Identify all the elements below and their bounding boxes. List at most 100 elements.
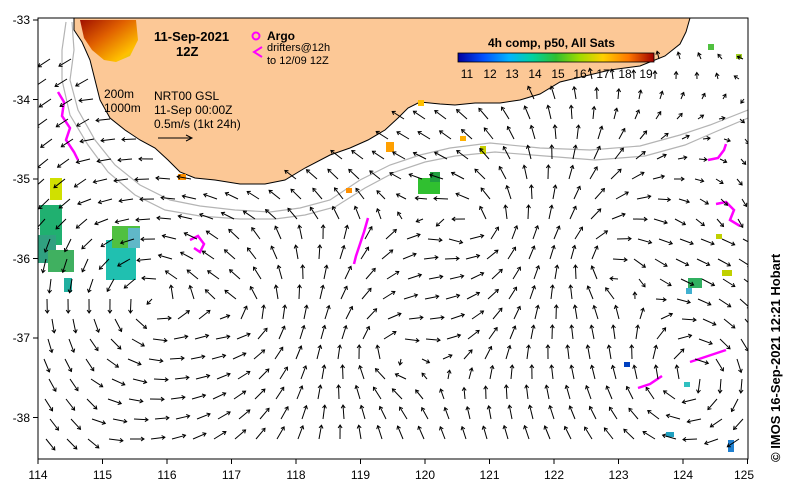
current-arrow xyxy=(214,432,226,439)
lat-label: -33 xyxy=(13,13,31,27)
current-arrow xyxy=(87,399,97,409)
current-arrow xyxy=(37,159,48,168)
current-arrow xyxy=(606,288,614,299)
current-arrow xyxy=(384,332,396,339)
current-arrow xyxy=(59,199,70,208)
current-arrow xyxy=(664,391,675,399)
current-arrow xyxy=(604,428,613,439)
current-arrow xyxy=(739,259,751,267)
current-arrow xyxy=(34,79,46,87)
current-arrow xyxy=(471,273,484,279)
current-arrow xyxy=(591,209,601,219)
current-arrow xyxy=(38,59,50,67)
current-arrow xyxy=(134,419,148,420)
current-arrow xyxy=(509,287,517,299)
current-arrow xyxy=(45,399,53,411)
current-arrow xyxy=(107,359,118,367)
current-arrow xyxy=(55,79,67,86)
current-arrow xyxy=(485,347,491,360)
current-arrow xyxy=(377,191,385,199)
current-arrow xyxy=(41,139,52,147)
current-arrow xyxy=(122,139,136,140)
current-arrow xyxy=(225,193,238,199)
current-arrow xyxy=(259,369,269,379)
current-arrow xyxy=(252,228,260,239)
current-arrow xyxy=(565,427,571,440)
current-arrow xyxy=(132,339,144,346)
current-arrow xyxy=(683,439,697,440)
current-arrow xyxy=(247,192,259,200)
current-arrow xyxy=(124,279,135,288)
current-arrow xyxy=(181,252,193,259)
current-arrow xyxy=(428,239,442,240)
current-arrow xyxy=(339,385,340,399)
current-arrow xyxy=(230,270,240,279)
current-arrow xyxy=(475,169,485,179)
current-arrow xyxy=(277,427,284,439)
current-arrow xyxy=(299,285,300,299)
lon-labels: 114 115 116 117 118 119 120 121 122 123 … xyxy=(28,468,754,482)
current-arrow xyxy=(720,379,721,393)
current-arrow xyxy=(218,412,230,419)
current-arrow xyxy=(710,419,722,427)
current-arrow xyxy=(199,310,210,319)
current-arrow xyxy=(624,429,634,439)
current-arrow xyxy=(202,251,214,259)
current-arrow xyxy=(674,349,684,359)
current-arrow xyxy=(596,231,607,239)
current-arrow xyxy=(46,439,55,450)
current-arrow xyxy=(88,439,99,448)
current-arrow xyxy=(281,407,288,419)
current-arrow xyxy=(585,427,592,439)
current-arrow xyxy=(435,152,447,159)
lon-label: 121 xyxy=(479,468,499,482)
current-arrow xyxy=(590,407,596,420)
current-arrow xyxy=(374,387,382,399)
current-arrow xyxy=(349,169,359,179)
current-arrow xyxy=(154,379,168,380)
current-arrow xyxy=(716,359,723,371)
current-arrow xyxy=(492,269,502,279)
drifters-label-2: to 12/09 12Z xyxy=(267,55,329,67)
current-arrow xyxy=(229,229,239,239)
current-arrow xyxy=(468,330,479,339)
lon-label: 125 xyxy=(734,468,754,482)
current-arrow xyxy=(720,339,730,349)
current-arrow xyxy=(506,385,507,399)
imos-credit: © IMOS 16-Sep-2021 12:21 Hobart xyxy=(768,254,783,462)
current-arrow xyxy=(392,389,402,399)
current-arrow xyxy=(487,250,498,259)
current-arrowhead xyxy=(34,185,38,189)
current-arrow xyxy=(49,379,56,391)
current-arrow xyxy=(380,407,386,420)
current-arrow xyxy=(280,367,287,379)
current-arrow xyxy=(157,218,171,219)
lon-label: 124 xyxy=(673,468,693,482)
current-arrow xyxy=(170,358,184,359)
lat-label: -35 xyxy=(13,172,31,186)
current-arrow xyxy=(479,108,488,119)
current-arrow xyxy=(75,179,87,187)
current-arrow xyxy=(445,258,459,259)
current-arrow xyxy=(238,372,250,380)
current-arrow xyxy=(67,439,77,449)
current-arrow xyxy=(488,290,498,300)
current-arrow xyxy=(708,399,717,410)
current-arrow xyxy=(115,319,122,331)
current-arrow xyxy=(58,159,69,167)
current-arrow xyxy=(472,311,484,319)
current-arrow xyxy=(418,132,430,139)
current-arrow xyxy=(343,405,344,419)
current-arrow xyxy=(39,99,51,107)
colorbar-tick: 12 xyxy=(483,67,497,81)
current-arrow xyxy=(636,152,645,159)
current-arrow xyxy=(426,339,440,340)
current-arrow xyxy=(66,399,75,410)
current-arrow xyxy=(610,407,618,419)
current-arrow xyxy=(328,169,338,179)
current-arrow xyxy=(743,239,755,245)
current-arrow xyxy=(130,299,131,313)
current-arrow xyxy=(413,111,425,119)
current-arrow xyxy=(719,299,731,307)
